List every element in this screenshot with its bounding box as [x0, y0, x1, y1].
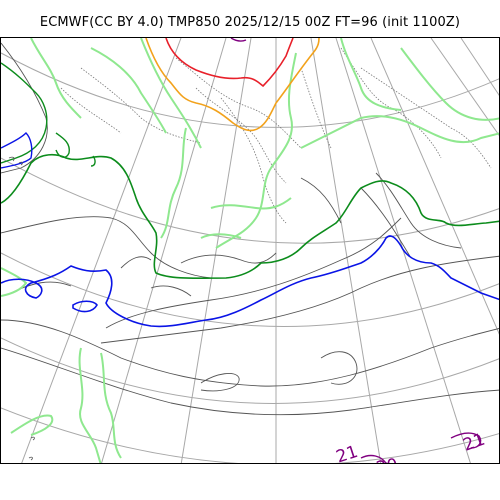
- dark-green-coast-loops: [1, 62, 96, 167]
- coastline-3: [100, 255, 499, 344]
- meridian-9: [460, 38, 499, 96]
- dotted-line-1: [175, 57, 302, 149]
- graticule-latitude-lines: [1, 52, 499, 463]
- island-mark-2: [28, 456, 33, 461]
- island-mark-3: [8, 156, 15, 162]
- dark-green-loop-2: [55, 132, 71, 158]
- dotted-line-3: [220, 97, 287, 224]
- graticule-meridians: [21, 38, 499, 463]
- orange-isotherm: [145, 38, 320, 132]
- dark-green-isotherm: [1, 153, 499, 280]
- purple-isotherms: [230, 38, 482, 463]
- dotted-line-7: [60, 87, 122, 134]
- latitude-circle-2: [1, 157, 499, 244]
- coastline-1: [1, 216, 212, 279]
- light-green-isotherms: [1, 38, 499, 463]
- meridian-1: [21, 38, 182, 463]
- dotted-line-8: [300, 67, 332, 149]
- blue-coast-segment: [1, 132, 33, 169]
- island-mark-1: [30, 436, 35, 441]
- lightgreen-isotherm-14: [400, 47, 499, 121]
- blue-isotherm: [1, 235, 499, 328]
- meridian-7: [370, 38, 499, 335]
- latitude-circle-3: [1, 252, 499, 327]
- meridian-2: [101, 38, 227, 463]
- island-mark-4: [18, 161, 23, 166]
- coastline-6: [200, 372, 240, 392]
- coastline-2: [105, 217, 402, 329]
- lightgreen-isotherm-10: [78, 347, 102, 463]
- coastlines: [1, 42, 499, 416]
- coastline-8: [120, 256, 152, 269]
- lightgreen-isotherm-2: [160, 127, 187, 239]
- lightgreen-isotherm-3: [140, 38, 202, 149]
- lightgreen-isotherm-7: [210, 197, 292, 210]
- coastline-10: [360, 187, 412, 259]
- latitude-circle-5: [1, 407, 499, 463]
- coastline-14: [150, 285, 192, 297]
- dotted-line-2: [195, 87, 287, 184]
- coastline-13: [1, 42, 48, 174]
- lightgreen-isotherm-8: [200, 233, 242, 239]
- coastline-4: [1, 319, 499, 387]
- coastline-15: [300, 177, 342, 224]
- dotted-line-6: [80, 67, 202, 144]
- blue-isotherm-loop: [72, 300, 98, 313]
- dark-green-loop-3: [90, 155, 96, 167]
- purple-isotherm-2: [450, 432, 482, 449]
- purple-isotherm-3: [230, 38, 247, 42]
- purple-isotherm-1: [360, 454, 388, 463]
- meridian-8: [430, 38, 499, 137]
- coastline-5: [1, 347, 499, 416]
- lightgreen-isotherm-6: [90, 47, 167, 134]
- coastline-12: [180, 252, 277, 264]
- lightgreen-isotherm-11: [100, 352, 122, 459]
- lightgreen-isotherm-13: [30, 38, 82, 119]
- map-canvas: 21 20 21: [1, 38, 499, 464]
- lightgreen-isotherm-9: [1, 267, 28, 297]
- lightgreen-isotherm-4: [340, 38, 402, 111]
- dotted-line-4: [340, 47, 442, 159]
- coastline-9: [375, 172, 462, 249]
- lightgreen-isotherm-5: [300, 115, 499, 149]
- lightgreen-isotherm-12: [10, 414, 54, 436]
- latitude-circle-1: [1, 52, 499, 128]
- coastline-7: [320, 351, 358, 385]
- dark-green-loop-1: [1, 62, 48, 164]
- chart-title: ECMWF(CC BY 4.0) TMP850 2025/12/15 00Z F…: [39, 15, 461, 30]
- latitude-circle-4: [1, 337, 499, 404]
- red-isotherm: [165, 38, 294, 88]
- map-panel: 21 20 21: [0, 37, 500, 464]
- contour-label-21-left: 21: [334, 442, 361, 464]
- island-marks: [8, 156, 35, 461]
- contour-label-20: 20: [375, 455, 400, 464]
- lightgreen-isotherm-1: [215, 52, 297, 249]
- dotted-line-5: [360, 67, 492, 169]
- meridian-5: [310, 38, 382, 463]
- meridian-3: [180, 38, 252, 463]
